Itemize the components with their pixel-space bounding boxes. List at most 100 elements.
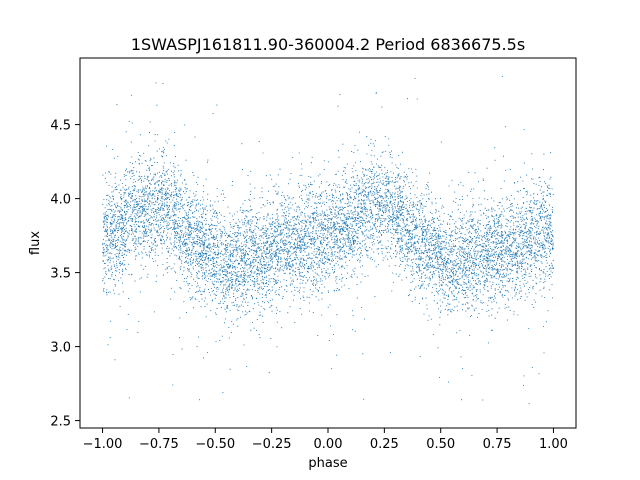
data-point [219,302,221,304]
data-point [519,235,521,237]
data-point [340,219,342,221]
data-point [207,265,209,267]
data-point [220,307,222,309]
data-point [323,224,325,226]
data-point [283,249,285,251]
data-point [289,236,291,238]
data-point [125,131,127,133]
data-point [119,221,121,223]
data-point [218,246,220,248]
data-point [546,259,548,262]
data-point [280,253,282,255]
data-point [364,249,366,251]
data-point [172,228,174,231]
data-point [546,256,548,259]
data-point [416,175,418,177]
data-point [543,227,545,229]
data-point [537,260,539,262]
data-point [157,206,159,209]
data-point [287,262,289,264]
data-point [439,248,441,250]
data-point [280,264,282,266]
data-point [523,223,525,226]
data-point [196,258,198,260]
data-point [255,329,258,331]
data-point [195,251,197,253]
data-point [106,232,109,234]
data-point [375,193,377,195]
data-point [349,188,351,190]
data-point [354,180,356,182]
data-point [500,265,503,267]
data-point [175,223,177,225]
data-point [423,280,425,282]
data-point [275,253,277,255]
data-point [484,268,486,270]
data-point [169,239,171,241]
data-point [374,296,376,298]
data-point [373,155,375,157]
data-point [342,250,344,252]
data-point [111,248,113,250]
data-point [138,198,140,200]
data-point [462,199,464,201]
data-point [345,244,347,246]
data-point [194,211,196,213]
data-point [465,292,467,294]
data-point [312,276,315,278]
data-point [516,276,518,278]
data-point [256,212,258,214]
data-point [487,304,489,306]
data-point [488,272,490,274]
data-point [400,197,402,199]
data-point [469,261,471,263]
data-point [420,287,422,289]
data-point [418,255,420,257]
data-point [188,269,190,271]
data-point [193,174,195,177]
data-point [232,227,234,229]
data-point [506,196,508,198]
data-point [248,222,250,224]
data-point [197,203,199,205]
data-point [441,260,444,263]
data-point [274,226,276,229]
data-point [212,283,214,285]
data-point [118,192,120,194]
data-point [190,205,192,207]
data-point [367,182,369,184]
data-point [508,291,510,293]
data-point [386,195,388,197]
data-point [512,269,514,272]
data-point [107,236,109,238]
data-point [360,199,362,201]
data-point [253,283,255,285]
data-point [410,181,412,183]
data-point [514,254,516,256]
data-point [179,236,181,238]
data-point [479,219,481,221]
data-point [474,258,476,260]
data-point [355,190,358,192]
data-point [192,216,194,218]
data-point [315,253,317,255]
data-point [404,235,406,237]
data-point [187,284,189,286]
data-point [196,274,198,276]
data-point [386,172,389,174]
data-point [222,287,224,289]
data-point [236,319,238,321]
data-point [199,242,201,244]
data-point [360,228,362,230]
data-point [398,212,400,214]
data-point [437,236,439,238]
data-point [272,242,274,244]
data-point [423,245,425,247]
data-point [189,258,191,260]
data-point [532,279,534,282]
data-point [509,278,511,280]
data-point [248,263,250,265]
data-point [520,249,522,251]
data-point [367,187,369,189]
data-point [384,177,386,179]
